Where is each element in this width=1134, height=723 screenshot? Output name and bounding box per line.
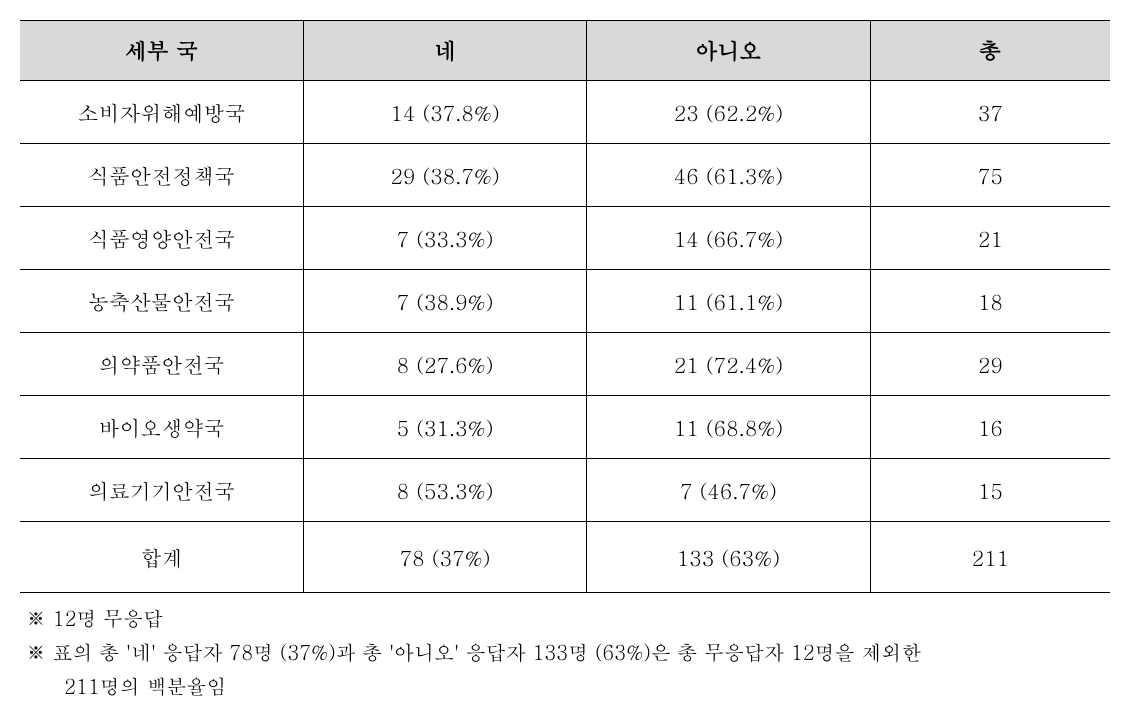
cell-total: 29 bbox=[870, 333, 1110, 396]
table-row: 의료기기안전국 8 (53.3%) 7 (46.7%) 15 bbox=[20, 459, 1110, 522]
cell-department: 바이오생약국 bbox=[20, 396, 303, 459]
survey-table: 세부 국 네 아니오 총 소비자위해예방국 14 (37.8%) 23 (62.… bbox=[20, 20, 1110, 593]
table-row: 의약품안전국 8 (27.6%) 21 (72.4%) 29 bbox=[20, 333, 1110, 396]
cell-no: 23 (62.2%) bbox=[587, 81, 870, 144]
cell-total: 16 bbox=[870, 396, 1110, 459]
cell-department: 합계 bbox=[20, 522, 303, 593]
cell-yes: 7 (38.9%) bbox=[303, 270, 586, 333]
table-row: 바이오생약국 5 (31.3%) 11 (68.8%) 16 bbox=[20, 396, 1110, 459]
header-total: 총 bbox=[870, 21, 1110, 81]
footnote-line: ※ 12명 무응답 bbox=[20, 601, 1110, 635]
cell-department: 의료기기안전국 bbox=[20, 459, 303, 522]
cell-yes: 5 (31.3%) bbox=[303, 396, 586, 459]
cell-no: 7 (46.7%) bbox=[587, 459, 870, 522]
header-department: 세부 국 bbox=[20, 21, 303, 81]
table-row: 식품영양안전국 7 (33.3%) 14 (66.7%) 21 bbox=[20, 207, 1110, 270]
cell-yes: 78 (37%) bbox=[303, 522, 586, 593]
cell-total: 211 bbox=[870, 522, 1110, 593]
footnote-line: 211명의 백분율임 bbox=[20, 669, 1110, 703]
footnote-line: ※ 표의 총 '네' 응답자 78명 (37%)과 총 '아니오' 응답자 13… bbox=[20, 635, 1110, 669]
cell-no: 133 (63%) bbox=[587, 522, 870, 593]
cell-yes: 29 (38.7%) bbox=[303, 144, 586, 207]
cell-no: 11 (61.1%) bbox=[587, 270, 870, 333]
table-header-row: 세부 국 네 아니오 총 bbox=[20, 21, 1110, 81]
cell-total: 37 bbox=[870, 81, 1110, 144]
cell-total: 15 bbox=[870, 459, 1110, 522]
cell-yes: 14 (37.8%) bbox=[303, 81, 586, 144]
cell-department: 식품영양안전국 bbox=[20, 207, 303, 270]
cell-department: 소비자위해예방국 bbox=[20, 81, 303, 144]
cell-department: 식품안전정책국 bbox=[20, 144, 303, 207]
cell-no: 14 (66.7%) bbox=[587, 207, 870, 270]
cell-no: 46 (61.3%) bbox=[587, 144, 870, 207]
table-row: 식품안전정책국 29 (38.7%) 46 (61.3%) 75 bbox=[20, 144, 1110, 207]
header-yes: 네 bbox=[303, 21, 586, 81]
cell-total: 21 bbox=[870, 207, 1110, 270]
cell-department: 의약품안전국 bbox=[20, 333, 303, 396]
cell-yes: 8 (27.6%) bbox=[303, 333, 586, 396]
table-row-total: 합계 78 (37%) 133 (63%) 211 bbox=[20, 522, 1110, 593]
cell-yes: 7 (33.3%) bbox=[303, 207, 586, 270]
table-row: 농축산물안전국 7 (38.9%) 11 (61.1%) 18 bbox=[20, 270, 1110, 333]
cell-department: 농축산물안전국 bbox=[20, 270, 303, 333]
cell-yes: 8 (53.3%) bbox=[303, 459, 586, 522]
cell-total: 75 bbox=[870, 144, 1110, 207]
cell-total: 18 bbox=[870, 270, 1110, 333]
header-no: 아니오 bbox=[587, 21, 870, 81]
table-row: 소비자위해예방국 14 (37.8%) 23 (62.2%) 37 bbox=[20, 81, 1110, 144]
cell-no: 11 (68.8%) bbox=[587, 396, 870, 459]
cell-no: 21 (72.4%) bbox=[587, 333, 870, 396]
footnotes-container: ※ 12명 무응답 ※ 표의 총 '네' 응답자 78명 (37%)과 총 '아… bbox=[20, 601, 1110, 703]
survey-table-container: 세부 국 네 아니오 총 소비자위해예방국 14 (37.8%) 23 (62.… bbox=[20, 20, 1110, 703]
